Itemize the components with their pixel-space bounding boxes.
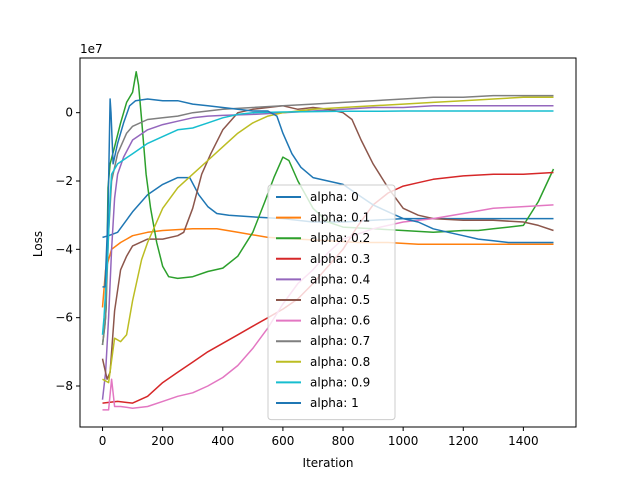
series-line-9 [101,110,554,335]
y-tick-label: 0 [65,106,73,120]
legend-label-0: alpha: 0 [310,190,359,204]
series-layer [101,70,555,411]
x-tick-label: 600 [271,434,294,448]
x-tick-label: 1000 [388,434,419,448]
y-tick-label: −8 [55,379,73,393]
series-line-6 [102,204,554,411]
series-line-8 [102,96,554,384]
y-tick-label: −2 [55,174,73,188]
y-axis-offset-label: 1e7 [80,42,103,56]
legend-label-5: alpha: 0.5 [310,293,370,307]
legend-label-4: alpha: 0.4 [310,272,370,286]
legend-label-6: alpha: 0.6 [310,314,370,328]
legend-label-3: alpha: 0.3 [310,252,370,266]
legend-label-7: alpha: 0.7 [310,334,370,348]
x-tick-label: 1400 [508,434,539,448]
legend-label-9: alpha: 0.9 [310,375,370,389]
legend-label-8: alpha: 0.8 [310,355,370,369]
legend-label-1: alpha: 0.1 [310,211,370,225]
x-tick-label: 0 [99,434,107,448]
series-line-4 [101,105,554,400]
y-tick-label: −6 [55,311,73,325]
x-axis-label: Iteration [303,456,354,470]
legend: alpha: 0 alpha: 0.1 alpha: 0.2 alpha: 0.3 al… [267,184,396,421]
series-line-10 [102,98,554,288]
series-line-7 [101,94,554,346]
x-tick-label: 400 [211,434,234,448]
y-axis-ticks: −8 −6 −4 −2 0 [55,106,80,393]
y-axis-label: Loss [31,231,45,257]
legend-label-2: alpha: 0.2 [310,231,370,245]
plot-frame [79,57,577,428]
x-axis-ticks: 0 200 400 600 800 1000 1200 1400 [99,427,539,448]
x-tick-label: 1200 [448,434,479,448]
x-tick-label: 200 [151,434,174,448]
y-tick-label: −4 [55,242,73,256]
series-line-5 [101,105,554,380]
legend-label-10: alpha: 1 [310,396,359,410]
x-tick-label: 800 [332,434,355,448]
